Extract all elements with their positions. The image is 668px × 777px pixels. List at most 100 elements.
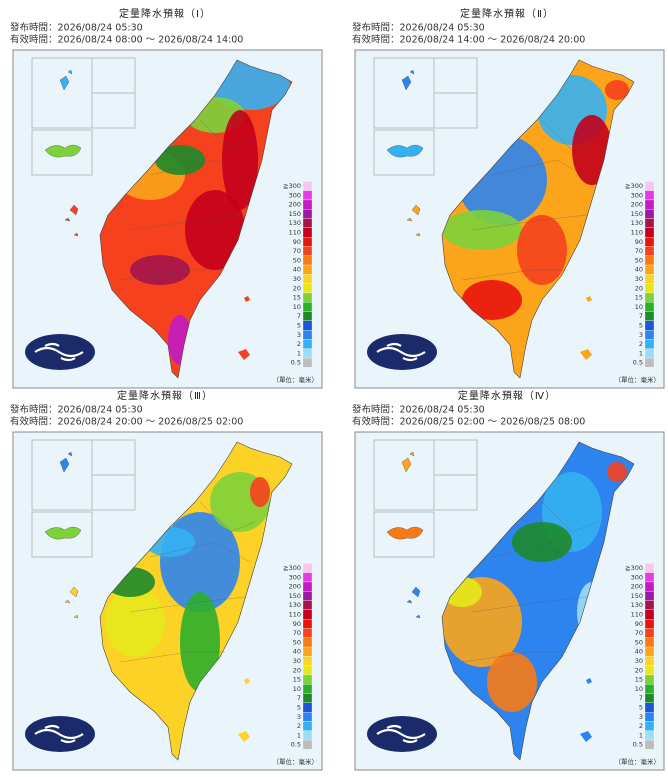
legend-label: 110 (631, 229, 643, 237)
forecast-panel: 定量降水預報（Ⅳ） 發布時間：2026/08/24 05:30有效時間：2026/… (352, 389, 665, 771)
issue-time: 發布時間：2026/08/24 05:30 (10, 22, 143, 34)
legend-swatch (302, 227, 313, 238)
legend-swatch (644, 711, 655, 722)
legend-label: 40 (293, 266, 301, 274)
legend-label: 1 (639, 349, 643, 357)
legend-swatch (302, 199, 313, 210)
panel-title: 定量降水預報（Ⅱ） (460, 7, 554, 20)
legend-swatch (302, 581, 313, 592)
legend-label: 90 (293, 238, 301, 246)
legend-label: ≧300 (283, 182, 301, 190)
cwa-logo-swirl (376, 724, 426, 744)
legend-swatch (644, 190, 655, 201)
rain-area (512, 522, 572, 562)
island-matsu (59, 451, 73, 473)
island-kinmen (44, 526, 82, 540)
issue-time: 發布時間：2026/08/24 05:30 (10, 404, 143, 416)
rain-area (605, 80, 629, 100)
cwa-logo-swirl (376, 342, 426, 362)
inset-grid (373, 57, 478, 176)
legend-label: 15 (293, 676, 301, 684)
legend-label: 300 (631, 191, 643, 199)
legend-swatch (302, 236, 313, 247)
legend-label: 130 (631, 601, 643, 609)
cwa-logo-swirl (34, 342, 84, 362)
legend-swatch (644, 283, 655, 294)
issue-time: 發布時間：2026/08/24 05:30 (352, 404, 485, 416)
island-green (586, 678, 592, 684)
legend-label: 10 (635, 685, 643, 693)
legend-label: 20 (635, 666, 643, 674)
legend-label: 7 (639, 312, 643, 320)
legend-swatch (644, 348, 655, 359)
forecast-panel: 定量降水預報（Ⅲ） 發布時間：2026/08/24 05:30有效時間：2026/… (10, 389, 323, 771)
legend-label: 1 (639, 731, 643, 739)
legend-swatch (302, 292, 313, 303)
valid-time: 有效時間：2026/08/24 20:00 ～ 2026/08/25 02:00 (10, 416, 243, 428)
inset-grid (31, 57, 136, 176)
island-green (244, 296, 250, 302)
legend-label: 50 (635, 638, 643, 646)
legend-label: 0.5 (291, 359, 301, 367)
cwa-logo-swirl (34, 724, 84, 744)
taiwan-outline (99, 441, 293, 761)
unit-label: （單位：毫米） (273, 757, 319, 766)
valid-time: 有效時間：2026/08/24 14:00 ～ 2026/08/24 20:00 (352, 34, 585, 46)
issue-time: 發布時間：2026/08/24 05:30 (352, 22, 485, 34)
legend-label: 70 (293, 629, 301, 637)
legend-swatch (644, 302, 655, 312)
unit-label: （單位：毫米） (615, 375, 661, 384)
legend-label: 10 (293, 685, 301, 693)
island-green (244, 678, 250, 684)
legend-label: 30 (293, 657, 301, 665)
legend-swatch (302, 320, 313, 331)
legend-swatch (644, 246, 655, 256)
legend-swatch (644, 693, 655, 703)
legend-label: 200 (631, 201, 643, 209)
island-kinmen (386, 526, 424, 540)
county-lines (461, 119, 598, 281)
legend-label: 90 (635, 238, 643, 246)
legend-label: 5 (297, 704, 301, 712)
legend-label: 110 (289, 229, 301, 237)
legend-swatch (644, 618, 655, 629)
valid-time: 有效時間：2026/08/25 02:00 ～ 2026/08/25 08:00 (352, 416, 585, 428)
legend-swatch (302, 628, 313, 638)
legend-swatch (302, 311, 313, 321)
legend-label: 30 (293, 275, 301, 283)
legend-label: 2 (297, 340, 301, 348)
legend-label: 70 (635, 247, 643, 255)
legend-label: 40 (635, 266, 643, 274)
legend-label: 50 (293, 638, 301, 646)
legend-label: 3 (639, 713, 643, 721)
island-penghu (64, 586, 79, 619)
legend-label: 2 (297, 722, 301, 730)
rain-area (222, 110, 258, 210)
legend-swatch (302, 591, 313, 601)
legend-swatch (302, 181, 313, 191)
legend-label: 5 (297, 322, 301, 330)
island-orchid (238, 731, 250, 742)
legend-label: 0.5 (291, 741, 301, 749)
legend-swatch (644, 646, 655, 657)
legend-swatch (644, 255, 655, 266)
panel-title: 定量降水預報（Ⅰ） (119, 7, 211, 20)
legend-swatch (302, 563, 313, 573)
legend-label: 300 (289, 191, 301, 199)
legend-label: 200 (631, 583, 643, 591)
island-orchid (238, 349, 250, 360)
legend-swatch (644, 339, 655, 349)
legend-label: 200 (289, 583, 301, 591)
legend-swatch (302, 264, 313, 275)
legend-swatch (644, 609, 655, 620)
legend-swatch (644, 628, 655, 638)
rain-area (462, 280, 522, 320)
legend-swatch (302, 702, 313, 713)
legend-swatch (302, 348, 313, 359)
panel-title: 定量降水預報（Ⅳ） (458, 389, 556, 402)
legend-swatch (644, 227, 655, 238)
legend-label: 10 (635, 303, 643, 311)
island-kinmen (386, 144, 424, 158)
legend-label: 2 (639, 340, 643, 348)
legend-swatch (302, 618, 313, 629)
